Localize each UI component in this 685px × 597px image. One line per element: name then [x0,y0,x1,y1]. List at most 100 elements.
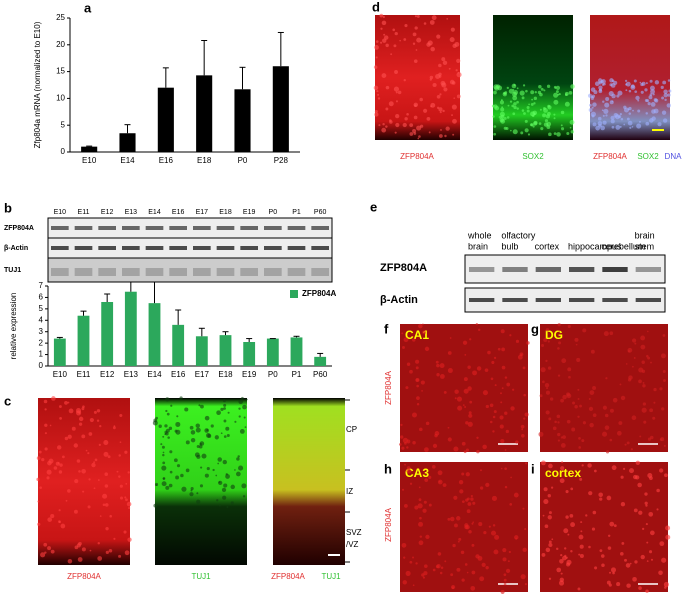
texture [605,377,608,380]
texture [67,558,73,564]
texture [521,109,525,112]
error-bar [162,67,169,88]
texture [521,428,524,431]
texture [504,467,507,471]
texture [456,567,461,572]
texture [566,419,571,424]
texture [641,81,646,86]
texture [412,338,416,342]
texture [627,350,631,353]
error-bar [239,66,246,90]
texture [465,448,469,452]
texture [195,423,200,428]
texture [604,102,610,108]
texture [577,587,581,591]
texture [663,89,668,94]
texture [238,399,244,405]
texture [36,456,41,460]
x-tick-label: E14 [147,370,162,379]
texture [424,346,430,352]
texture [625,363,628,365]
texture [201,453,207,459]
y-tick-label: 5 [39,304,44,313]
lane-label: brain [635,230,655,240]
texture [37,500,40,503]
texture [485,565,489,570]
texture [607,534,611,538]
texture [412,32,417,37]
error-bar [175,309,182,325]
texture [381,127,387,133]
texture [397,90,402,95]
texture [559,559,564,564]
texture [613,112,619,118]
texture [489,403,494,408]
texture [181,486,187,492]
texture [500,118,506,124]
texture [543,89,546,92]
bar [124,291,137,366]
texture [644,99,648,103]
texture [456,396,463,402]
texture [539,92,543,97]
texture [199,441,205,446]
texture [160,443,163,446]
texture [417,137,420,140]
texture [500,438,505,444]
texture [627,120,633,126]
bar [243,342,256,366]
texture [545,410,550,415]
texture [462,340,468,345]
texture [610,115,615,120]
texture [190,487,194,491]
texture [640,344,646,350]
texture [404,24,408,28]
texture [414,26,418,30]
texture [650,361,652,364]
texture [425,534,430,539]
texture [523,417,526,420]
texture [519,90,525,96]
texture [494,534,500,540]
band [264,268,282,276]
band [569,298,595,302]
texture [416,125,422,131]
y-tick-label: 20 [56,40,65,49]
band [98,226,116,230]
texture [543,499,549,505]
y-tick-label: 10 [56,94,65,103]
texture [610,119,615,124]
texture [526,109,530,113]
texture [592,122,597,127]
texture [555,90,559,94]
texture [166,412,170,416]
texture [649,408,654,413]
texture [644,501,648,505]
band [469,267,495,272]
texture [158,424,162,428]
texture [422,323,424,326]
texture [522,507,525,510]
texture [449,37,455,43]
texture [637,482,642,488]
texture [222,459,227,465]
texture [582,328,587,333]
texture [425,421,430,426]
x-tick-label: P28 [274,156,289,165]
texture [645,112,648,115]
texture [456,94,461,99]
texture [542,107,546,110]
texture [477,328,481,332]
texture [624,558,627,562]
texture [212,468,215,472]
texture [557,347,560,350]
texture [548,542,553,548]
texture [505,429,510,434]
texture [650,102,656,107]
texture [104,503,109,507]
band [193,246,211,250]
texture [570,84,575,89]
texture [91,462,96,468]
texture [439,374,445,379]
